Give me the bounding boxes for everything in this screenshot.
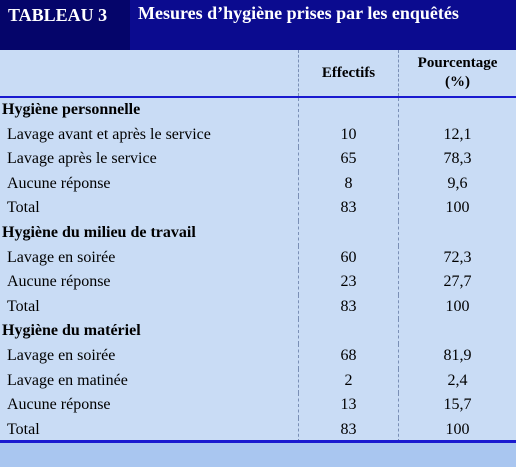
cell — [298, 319, 398, 344]
cell-percent: 15,7 — [398, 393, 516, 418]
cell-percent: 2,4 — [398, 368, 516, 394]
cell — [298, 98, 398, 123]
table-row: Lavage après le service 65 78,3 — [0, 147, 516, 172]
cell — [298, 220, 398, 246]
cell-count: 13 — [298, 393, 398, 418]
cell-count: 60 — [298, 245, 398, 271]
column-header: Effectifs Pourcentage (%) — [0, 50, 516, 98]
row-label: Aucune réponse — [7, 174, 111, 192]
cell — [398, 220, 516, 246]
table-row: Lavage en soirée 68 81,9 — [0, 343, 516, 369]
cell-percent: 78,3 — [398, 147, 516, 172]
cell-percent: 100 — [398, 294, 516, 320]
cell-count: 65 — [298, 147, 398, 172]
cell-percent: 9,6 — [398, 171, 516, 197]
cell-count: 68 — [298, 343, 398, 369]
table-title: Mesures d’hygiène prises par les enquêté… — [138, 3, 459, 23]
cell-count: 10 — [298, 122, 398, 148]
table-row: Aucune réponse 23 27,7 — [0, 270, 516, 295]
cell-count: 23 — [298, 270, 398, 295]
cell-count: 8 — [298, 171, 398, 197]
row-label: Lavage après le service — [7, 150, 157, 168]
table-row: Aucune réponse 8 9,6 — [0, 171, 516, 197]
row-label: Lavage en soirée — [7, 346, 116, 364]
row-label: Total — [7, 199, 40, 217]
row-label: Total — [7, 420, 40, 438]
column-title: Effectifs — [298, 50, 398, 96]
cell-percent: 27,7 — [398, 270, 516, 295]
cell-percent: 100 — [398, 417, 516, 443]
cell-percent: 12,1 — [398, 122, 516, 148]
table-row: Total 83 100 — [0, 196, 516, 221]
row-label: Aucune réponse — [7, 273, 111, 291]
cell — [398, 319, 516, 344]
table-label: TABLEAU 3 — [0, 0, 130, 50]
row-label: Lavage avant et après le service — [7, 125, 211, 143]
row-label: Aucune réponse — [7, 396, 111, 414]
cell — [398, 98, 516, 123]
table-footer — [0, 440, 516, 467]
table-row: Aucune réponse 13 15,7 — [0, 393, 516, 418]
row-label: Lavage en soirée — [7, 248, 116, 266]
table-row: Total 83 100 — [0, 294, 516, 320]
table-row: Lavage en matinée 2 2,4 — [0, 368, 516, 394]
section-title: Hygiène du milieu de travail — [2, 223, 196, 241]
table-row: Total 83 100 — [0, 417, 516, 443]
table-body: Hygiène personnelle Lavage avant et après… — [0, 98, 516, 443]
cell-percent: 72,3 — [398, 245, 516, 271]
section-row: Hygiène du milieu de travail — [0, 220, 516, 246]
column-title: Pourcentage (%) — [398, 50, 516, 96]
section-row: Hygiène personnelle — [0, 98, 516, 123]
table-header: TABLEAU 3 Mesures d’hygiène prises par l… — [0, 0, 516, 50]
section-title: Hygiène du matériel — [2, 322, 141, 340]
row-label: Lavage en matinée — [7, 371, 128, 389]
cell-percent: 81,9 — [398, 343, 516, 369]
table-row: Lavage en soirée 60 72,3 — [0, 245, 516, 271]
cell-count: 83 — [298, 196, 398, 221]
section-title: Hygiène personnelle — [2, 101, 141, 118]
section-row: Hygiène du matériel — [0, 319, 516, 344]
table-row: Lavage avant et après le service 10 12,1 — [0, 122, 516, 148]
cell-count: 83 — [298, 417, 398, 443]
cell-percent: 100 — [398, 196, 516, 221]
row-label: Total — [7, 297, 40, 315]
cell-count: 83 — [298, 294, 398, 320]
cell-count: 2 — [298, 368, 398, 394]
